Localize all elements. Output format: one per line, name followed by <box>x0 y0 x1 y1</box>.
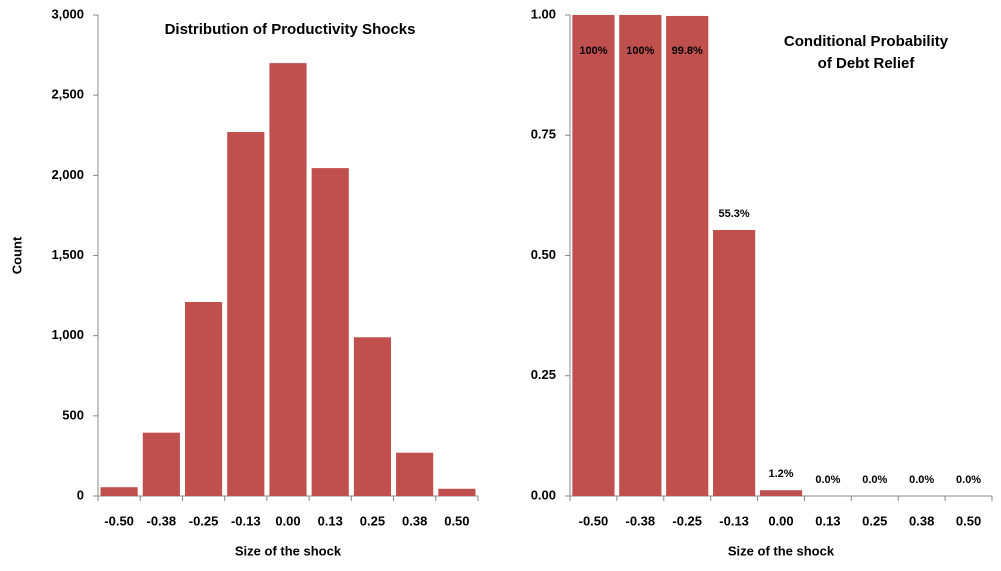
value-label: 0.0% <box>815 474 840 486</box>
bar <box>396 452 434 496</box>
x-tick-label: -0.50 <box>104 513 134 528</box>
x-tick-label: -0.38 <box>626 513 656 528</box>
bar <box>619 15 662 496</box>
value-label: 100% <box>626 45 654 57</box>
value-label: 1.2% <box>768 468 793 480</box>
y-tick-label: 0.25 <box>531 367 556 382</box>
bar <box>438 488 476 496</box>
bar <box>759 490 803 496</box>
x-axis-label: Size of the shock <box>728 543 835 558</box>
chart-title: Conditional Probability <box>784 33 949 50</box>
chart-title: of Debt Relief <box>818 55 916 72</box>
value-label: 0.0% <box>862 474 887 486</box>
bar <box>269 63 307 496</box>
x-tick-label: 0.00 <box>768 513 793 528</box>
x-tick-label: 0.13 <box>318 513 343 528</box>
y-tick-label: 0.50 <box>531 247 556 262</box>
x-tick-label: -0.25 <box>189 513 219 528</box>
x-tick-label: 0.25 <box>360 513 385 528</box>
bar <box>100 487 138 496</box>
y-tick-label: 1,500 <box>51 247 84 262</box>
value-label: 0.0% <box>909 474 934 486</box>
chart-title: Distribution of Productivity Shocks <box>165 21 416 38</box>
y-tick-label: 500 <box>62 407 84 422</box>
x-tick-label: 0.38 <box>402 513 427 528</box>
x-tick-label: 0.25 <box>862 513 887 528</box>
x-tick-label: -0.25 <box>672 513 702 528</box>
y-axis-label: Count <box>9 236 24 274</box>
bar <box>311 168 349 496</box>
bar <box>666 15 709 496</box>
x-tick-label: -0.38 <box>147 513 177 528</box>
x-tick-label: -0.13 <box>719 513 749 528</box>
bar <box>142 432 180 496</box>
y-tick-label: 2,000 <box>51 167 84 182</box>
bar <box>572 15 615 496</box>
y-tick-label: 1,000 <box>51 327 84 342</box>
x-tick-label: 0.38 <box>909 513 934 528</box>
x-tick-label: -0.50 <box>579 513 609 528</box>
y-tick-label: 3,000 <box>51 6 84 21</box>
y-tick-label: 0.75 <box>531 127 556 142</box>
bar <box>353 337 392 496</box>
x-tick-label: 0.13 <box>815 513 840 528</box>
y-tick-label: 1.00 <box>531 6 556 21</box>
value-label: 55.3% <box>719 208 750 220</box>
y-tick-label: 2,500 <box>51 87 84 102</box>
y-tick-label: 0.00 <box>531 487 556 502</box>
bar <box>184 301 223 496</box>
x-tick-label: 0.50 <box>956 513 981 528</box>
x-tick-label: 0.50 <box>444 513 469 528</box>
x-tick-label: -0.13 <box>231 513 261 528</box>
value-label: 100% <box>579 45 607 57</box>
x-axis-label: Size of the shock <box>235 543 342 558</box>
value-label: 99.8% <box>672 45 703 57</box>
x-tick-label: 0.00 <box>275 513 300 528</box>
bar <box>713 230 756 496</box>
bar <box>227 132 265 496</box>
value-label: 0.0% <box>956 474 981 486</box>
y-tick-label: 0 <box>77 487 84 502</box>
